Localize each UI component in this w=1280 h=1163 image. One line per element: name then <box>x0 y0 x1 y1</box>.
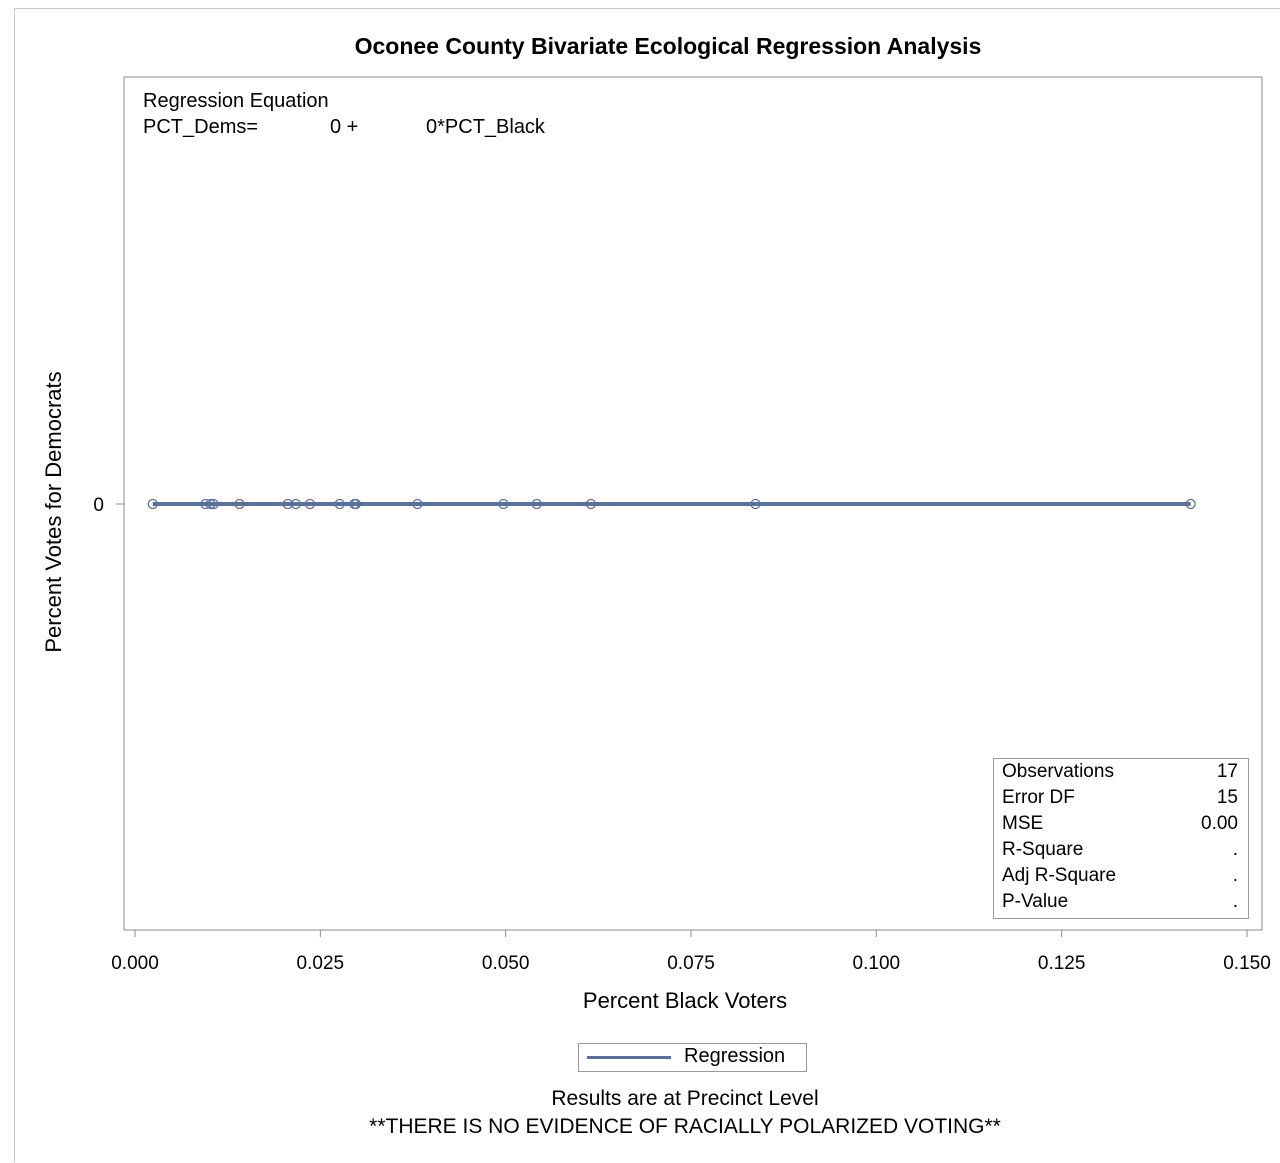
stat-row: P-Value . <box>1002 891 1238 917</box>
data-point <box>282 498 293 510</box>
stat-label: Observations <box>1002 761 1114 782</box>
data-point <box>208 498 219 510</box>
data-point <box>531 498 542 510</box>
data-point <box>334 498 345 510</box>
data-point <box>498 498 509 510</box>
stat-row: MSE 0.00 <box>1002 813 1238 839</box>
equation-slope-term: 0*PCT_Black <box>426 116 545 138</box>
data-point <box>205 498 216 510</box>
data-point <box>200 498 211 510</box>
stat-value: 17 <box>1216 761 1238 782</box>
stat-value: . <box>1232 865 1238 886</box>
stat-row: Adj R-Square . <box>1002 865 1238 891</box>
x-tick-label: 0.100 <box>853 953 901 974</box>
stat-value: 0.00 <box>1201 813 1238 834</box>
stat-row: R-Square . <box>1002 839 1238 865</box>
x-tick-label: 0.025 <box>297 953 345 974</box>
data-point <box>234 498 245 510</box>
data-point <box>350 498 362 510</box>
equation-intercept: 0 + <box>330 116 359 138</box>
chart-frame <box>14 8 1280 1162</box>
stat-label: Error DF <box>1002 787 1075 808</box>
x-tick-label: 0.150 <box>1223 953 1271 974</box>
y-axis-label: Percent Votes for Democrats <box>41 371 66 653</box>
data-point <box>290 498 302 510</box>
legend-label-regression: Regression <box>684 1045 786 1067</box>
stat-row: Observations 17 <box>1002 761 1238 787</box>
stat-value: . <box>1232 839 1238 860</box>
x-tick-label: 0.125 <box>1038 953 1086 974</box>
equation-lhs: PCT_Dems= <box>143 116 259 138</box>
footnote-level: Results are at Precinct Level <box>551 1087 819 1110</box>
x-tick-label: 0.050 <box>482 953 530 974</box>
legend: Regression <box>578 1043 807 1072</box>
stat-label: R-Square <box>1002 839 1084 860</box>
equation-heading: Regression Equation <box>143 90 329 112</box>
stat-label: Adj R-Square <box>1002 865 1117 886</box>
stat-label: P-Value <box>1002 891 1069 912</box>
stat-value: . <box>1232 891 1238 912</box>
y-tick-label: 0 <box>93 495 104 516</box>
x-tick-label: 0.075 <box>667 953 715 974</box>
data-point <box>585 498 597 510</box>
stat-label: MSE <box>1002 813 1044 834</box>
footnote-conclusion: **THERE IS NO EVIDENCE OF RACIALLY POLAR… <box>369 1115 1001 1138</box>
chart-title: Oconee County Bivariate Ecological Regre… <box>354 33 982 59</box>
data-point <box>147 498 158 510</box>
data-point <box>750 498 761 510</box>
legend-swatch-regression <box>587 1056 671 1059</box>
stat-value: 15 <box>1216 787 1238 808</box>
data-point <box>304 498 316 510</box>
stat-row: Error DF 15 <box>1002 787 1238 813</box>
data-point <box>1185 498 1196 510</box>
fit-statistics-table: Observations 17 Error DF 15 MSE 0.00 R-S… <box>993 758 1249 919</box>
x-tick-label: 0.000 <box>111 953 159 974</box>
x-axis-label: Percent Black Voters <box>582 988 788 1013</box>
data-point <box>412 498 423 510</box>
